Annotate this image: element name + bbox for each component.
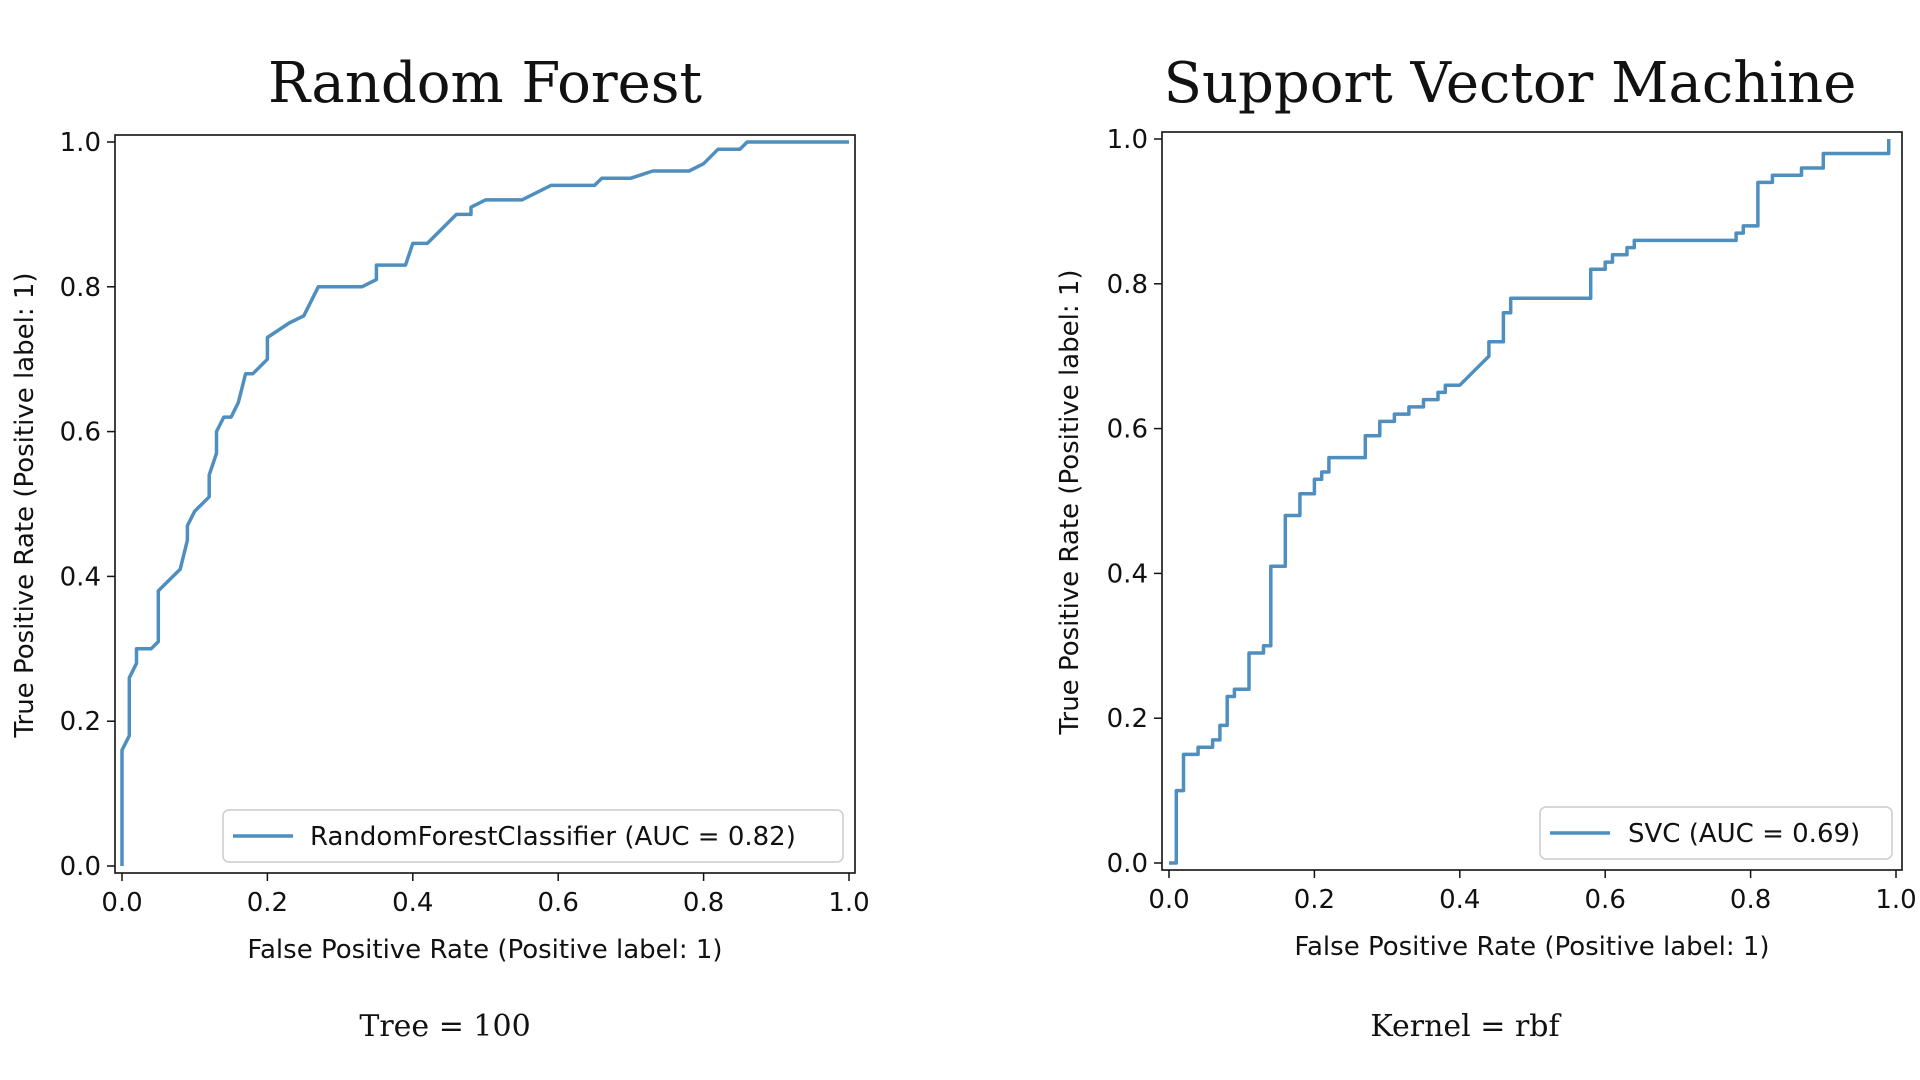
x-tick-label: 0.6 bbox=[538, 888, 579, 918]
legend-box bbox=[222, 809, 844, 863]
legend: SVC (AUC = 0.69) bbox=[1539, 806, 1893, 860]
y-axis-label: True Positive Rate (Positive label: 1) bbox=[1055, 269, 1085, 735]
chart-title: Support Vector Machine bbox=[1164, 51, 1857, 116]
chart-support-vector-machine: Support Vector Machine Kernel = rbf Fals… bbox=[1055, 51, 1917, 1044]
legend-box bbox=[1539, 806, 1893, 860]
y-tick-label: 0.6 bbox=[60, 418, 101, 448]
x-tick-label: 0.0 bbox=[101, 888, 142, 918]
y-tick-label: 0.4 bbox=[1107, 559, 1148, 589]
chart-random-forest: Random Forest Tree = 100 False Positive … bbox=[10, 51, 870, 1044]
x-tick-label: 0.8 bbox=[683, 888, 724, 918]
x-tick-label: 0.2 bbox=[1294, 885, 1335, 915]
y-tick-label: 0.4 bbox=[60, 562, 101, 592]
plot-area bbox=[1161, 131, 1903, 871]
x-tick-label: 1.0 bbox=[828, 888, 869, 918]
y-tick-label: 0.0 bbox=[1107, 849, 1148, 879]
roc-curve-line bbox=[1169, 139, 1891, 865]
series-layer bbox=[1169, 139, 1891, 865]
y-tick-label: 0.8 bbox=[1107, 270, 1148, 300]
x-tick-label: 0.4 bbox=[1439, 885, 1480, 915]
y-tick-label: 1.0 bbox=[1107, 125, 1148, 155]
x-tick-label: 0.4 bbox=[392, 888, 433, 918]
series-layer bbox=[120, 140, 849, 866]
x-tick-label: 0.6 bbox=[1585, 885, 1626, 915]
y-axis-label: True Positive Rate (Positive label: 1) bbox=[10, 272, 40, 738]
chart-caption: Tree = 100 bbox=[359, 1009, 530, 1044]
y-tick-label: 0.2 bbox=[1107, 704, 1148, 734]
chart-caption: Kernel = rbf bbox=[1370, 1009, 1561, 1044]
plot-area bbox=[114, 134, 856, 874]
y-tick-label: 0.6 bbox=[1107, 415, 1148, 445]
y-tick-label: 0.8 bbox=[60, 273, 101, 303]
x-tick-label: 0.8 bbox=[1730, 885, 1771, 915]
x-tick-label: 0.0 bbox=[1148, 885, 1189, 915]
legend-label: SVC (AUC = 0.69) bbox=[1628, 819, 1860, 849]
legend-label: RandomForestClassifier (AUC = 0.82) bbox=[310, 822, 796, 852]
y-tick-label: 0.0 bbox=[60, 852, 101, 882]
roc-curve-line bbox=[120, 140, 849, 866]
x-axis-label: False Positive Rate (Positive label: 1) bbox=[1294, 932, 1769, 962]
x-tick-label: 1.0 bbox=[1875, 885, 1916, 915]
ticks: 0.0 0.2 0.4 0.6 0.8 1.0 0.0 0.2 0.4 0.6 0.8 1.0 bbox=[1107, 125, 1917, 915]
y-tick-label: 1.0 bbox=[60, 128, 101, 158]
ticks: 0.0 0.2 0.4 0.6 0.8 1.0 0.0 0.2 0.4 0.6 0.8 1.0 bbox=[60, 128, 870, 918]
chart-title: Random Forest bbox=[268, 51, 703, 116]
legend: RandomForestClassifier (AUC = 0.82) bbox=[222, 809, 844, 863]
y-tick-label: 0.2 bbox=[60, 707, 101, 737]
x-tick-label: 0.2 bbox=[247, 888, 288, 918]
x-axis-label: False Positive Rate (Positive label: 1) bbox=[247, 935, 722, 965]
